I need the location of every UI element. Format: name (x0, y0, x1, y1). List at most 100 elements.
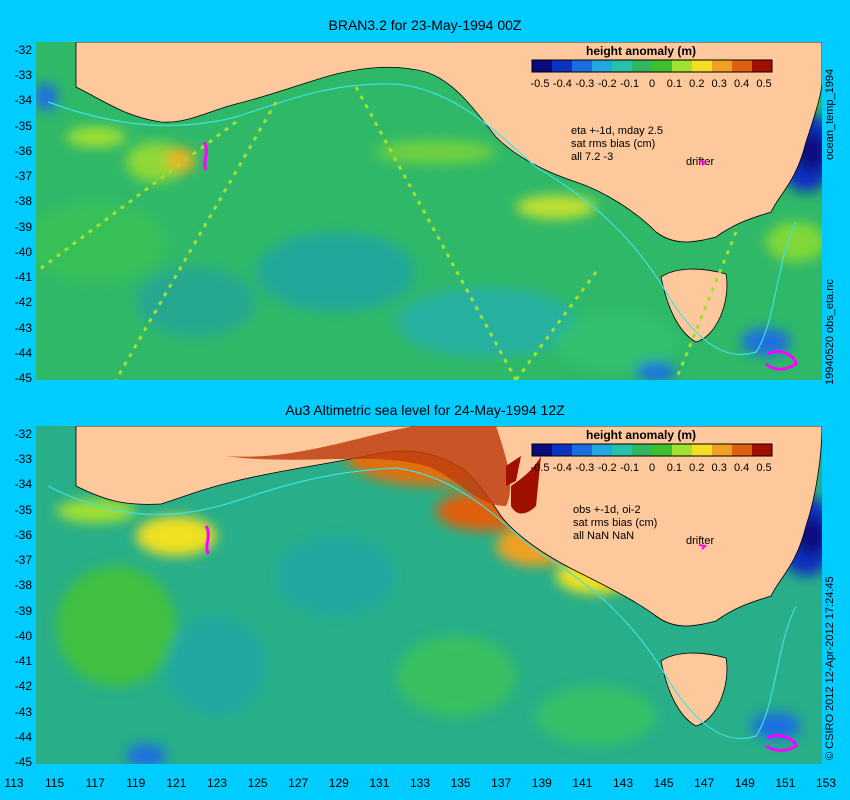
lat-tick-label: -38 (14, 194, 32, 209)
colorbar-swatch (592, 60, 613, 72)
info-text: obs +-1d, oi-2 sat rms bias (cm) all NaN… (573, 504, 657, 542)
colorbar-tick-label: 0.3 (712, 462, 727, 474)
panel2-side-label: © CSIRO 2012 12-Apr-2012 17:24:45 (824, 576, 836, 760)
svg-text:obs +-1d, oi-2: obs +-1d, oi-2 (573, 504, 641, 516)
colorbar-swatch (612, 60, 633, 72)
lat-tick-label: -33 (14, 68, 32, 83)
lat-tick-label: -42 (14, 679, 32, 694)
lat-tick-label: -41 (14, 270, 32, 285)
colorbar-swatch (612, 444, 633, 456)
panel2-map[interactable]: drifter obs +-1d, oi-2 sat rms bias (cm)… (36, 426, 822, 764)
lon-tick-label: 127 (288, 776, 309, 790)
colorbar-swatch (552, 444, 573, 456)
colorbar-tick-label: -0.3 (575, 78, 594, 90)
colorbar-tick-label: -0.1 (620, 78, 639, 90)
lon-tick-label: 147 (694, 776, 715, 790)
lon-tick-label: 153 (815, 776, 837, 790)
drifter-label: drifter (686, 535, 714, 547)
colorbar-tick-label: -0.4 (553, 78, 572, 90)
lon-tick-label: 115 (45, 776, 65, 790)
colorbar-tick-label: 0.1 (667, 462, 682, 474)
colorbar-swatch (692, 444, 713, 456)
tasmania (660, 268, 728, 343)
colorbar-swatch (712, 444, 733, 456)
lat-tick-label: -36 (14, 143, 32, 158)
lat-tick-label: -40 (14, 244, 32, 259)
lon-tick-label: 119 (126, 776, 146, 790)
lat-tick-label: -32 (14, 43, 32, 57)
colorbar: -0.5 -0.4 -0.3 -0.2 -0.1 0 0.1 0.2 0.3 0.4 0.5 (531, 59, 773, 90)
current-contour (47, 467, 797, 740)
satellite-tracks (36, 86, 738, 380)
lon-tick-label: 133 (409, 776, 431, 790)
australia-mainland (75, 42, 822, 243)
lat-tick-label: -40 (14, 628, 32, 643)
lat-tick-label: -36 (14, 527, 32, 542)
colorbar-swatch (572, 444, 593, 456)
drifter-track-west (202, 141, 208, 171)
svg-text:all 7.2 -3: all 7.2 -3 (571, 151, 613, 163)
lon-tick-label: 139 (531, 776, 552, 790)
lon-tick-label: 113 (4, 776, 24, 790)
colorbar-swatch (752, 60, 773, 72)
lat-tick-label: -33 (14, 452, 32, 467)
drifter-track-east (765, 734, 798, 752)
colorbar-swatch (712, 60, 733, 72)
colorbar-swatch (672, 60, 693, 72)
colorbar-tick-label: 0.5 (756, 462, 771, 474)
tasmania (660, 652, 728, 727)
colorbar-tick-label: -0.5 (531, 78, 550, 90)
colorbar-tick-label: -0.5 (531, 462, 550, 474)
colorbar-swatch (572, 60, 593, 72)
colorbar-swatch (552, 60, 573, 72)
drifter-track-west (204, 525, 210, 555)
drifter-legend-icon (698, 160, 708, 166)
lat-tick-label: -32 (14, 427, 32, 441)
drifter-track-east (765, 350, 798, 371)
panel1-map[interactable]: drifter eta +-1d, mday 2.5 sat rms bias … (36, 42, 822, 380)
colorbar-swatch (732, 444, 753, 456)
svg-text:sat rms bias (cm): sat rms bias (cm) (573, 517, 657, 529)
lat-tick-label: -34 (14, 477, 32, 492)
positive-anomaly-patch (226, 426, 511, 506)
colorbar-swatch (652, 60, 673, 72)
lon-tick-label: 143 (612, 776, 634, 790)
lat-tick-label: -35 (14, 502, 32, 517)
lat-tick-label: -38 (14, 578, 32, 593)
colorbar-tick-label: 0.4 (734, 462, 749, 474)
colorbar-tick-label: -0.1 (620, 462, 639, 474)
lat-tick-label: -37 (14, 169, 32, 184)
svg-text:eta +-1d, mday 2.5: eta +-1d, mday 2.5 (571, 125, 663, 137)
lat-tick-label: -37 (14, 553, 32, 568)
colorbar-tick-label: -0.4 (553, 462, 572, 474)
lon-tick-label: 145 (653, 776, 674, 790)
svg-text:sat rms bias (cm): sat rms bias (cm) (571, 138, 655, 150)
lon-tick-label: 121 (166, 776, 187, 790)
lat-tick-label: -43 (14, 320, 32, 335)
colorbar: -0.5 -0.4 -0.3 -0.2 -0.1 0 0.1 0.2 0.3 0.4 0.5 (531, 443, 773, 474)
colorbar-tick-label: -0.2 (598, 78, 617, 90)
colorbar-swatch (752, 444, 773, 456)
lon-tick-label: 129 (328, 776, 349, 790)
drifter-legend-icon (698, 544, 708, 550)
panel2-title: Au3 Altimetric sea level for 24-May-1994… (285, 402, 565, 418)
panel1-side-label-lower: 19940520 obs_eta.nc (824, 279, 836, 385)
colorbar-swatch (672, 444, 693, 456)
colorbar-swatch (632, 60, 653, 72)
lon-tick-label: 125 (247, 776, 268, 790)
panel1-title: BRAN3.2 for 23-May-1994 00Z (328, 17, 522, 33)
lon-tick-label: 131 (369, 776, 390, 790)
lon-axis: 113 115 117 119 121 123 125 127 129 131 133 135 137 1… (0, 776, 850, 796)
lon-tick-label: 117 (85, 776, 105, 790)
colorbar-frame (531, 443, 773, 457)
lat-tick-label: -35 (14, 118, 32, 133)
info-text: eta +-1d, mday 2.5 sat rms bias (cm) all… (571, 125, 663, 163)
colorbar-tick-label: 0.3 (712, 78, 727, 90)
panel1-side-label: ocean_temp_1994 (824, 68, 836, 160)
colorbar-title: height anomaly (m) (586, 44, 696, 58)
colorbar-tick-label: 0.1 (667, 78, 682, 90)
lon-tick-label: 137 (491, 776, 512, 790)
colorbar-tick-label: -0.3 (575, 462, 594, 474)
colorbar-swatch (652, 444, 673, 456)
colorbar-swatch (692, 60, 713, 72)
